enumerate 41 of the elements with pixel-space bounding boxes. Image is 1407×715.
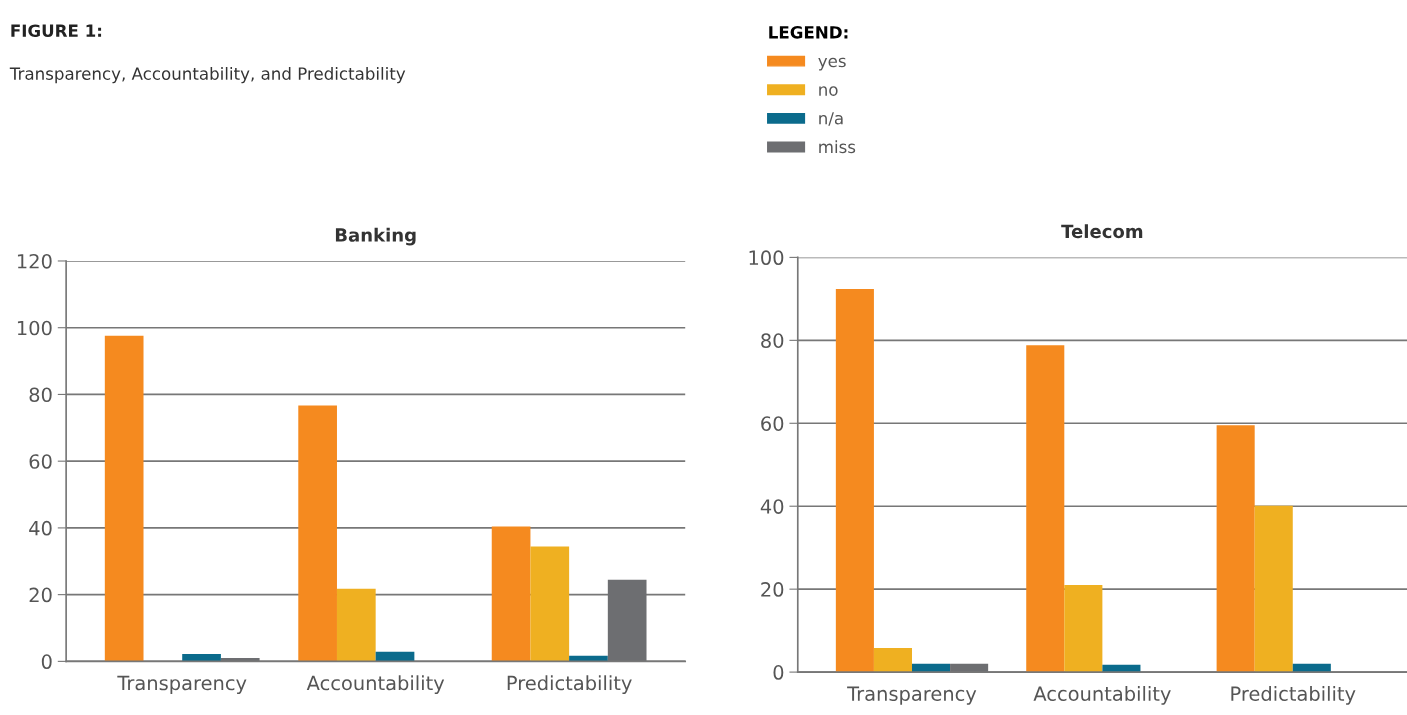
y-tick-label: 40 bbox=[29, 520, 52, 536]
bar bbox=[298, 405, 337, 662]
x-tick-label: Accountability bbox=[306, 675, 445, 695]
bar bbox=[104, 335, 144, 662]
bar bbox=[1216, 425, 1255, 673]
x-tick-label: Accountability bbox=[1033, 685, 1171, 705]
legend-label: yes bbox=[818, 57, 846, 71]
chart-title: Banking bbox=[335, 227, 416, 246]
y-tick-label: 0 bbox=[773, 665, 784, 680]
y-tick-label: 100 bbox=[749, 250, 784, 266]
y-tick-label: 40 bbox=[760, 499, 784, 514]
y-tick-label: 60 bbox=[29, 454, 52, 469]
legend-label: n/a bbox=[819, 112, 843, 126]
y-tick-label: 100 bbox=[17, 320, 52, 336]
legend-label: no bbox=[819, 86, 838, 96]
chart-title: Telecom bbox=[1061, 224, 1143, 239]
y-tick-label: 20 bbox=[761, 582, 784, 597]
text: Transparency, Accountability, and Predictability bbox=[9, 67, 406, 84]
y-tick-label: 80 bbox=[761, 333, 784, 348]
bar bbox=[530, 546, 570, 662]
bar bbox=[182, 654, 221, 662]
y-tick-label: 60 bbox=[761, 416, 784, 431]
bar bbox=[1254, 505, 1293, 673]
bar bbox=[491, 526, 531, 662]
bar bbox=[873, 648, 912, 673]
bar bbox=[835, 288, 874, 673]
x-tick-label: Predictability bbox=[507, 675, 632, 695]
y-tick-label: 0 bbox=[41, 654, 52, 670]
caption: FIGURE 1: bbox=[11, 24, 102, 38]
x-tick-label: Transparency bbox=[847, 686, 977, 705]
bar bbox=[1064, 585, 1103, 673]
y-tick-label: 80 bbox=[29, 387, 52, 403]
bar bbox=[336, 588, 376, 662]
y-tick-label: 120 bbox=[17, 253, 52, 269]
legend-label: miss bbox=[819, 140, 856, 154]
y-tick-label: 20 bbox=[29, 587, 52, 603]
bar bbox=[375, 651, 415, 662]
x-tick-label: Transparency bbox=[117, 675, 247, 695]
bar bbox=[1026, 345, 1065, 673]
x-tick-label: Predictability bbox=[1231, 685, 1356, 705]
legend-title: LEGEND: bbox=[769, 26, 848, 39]
